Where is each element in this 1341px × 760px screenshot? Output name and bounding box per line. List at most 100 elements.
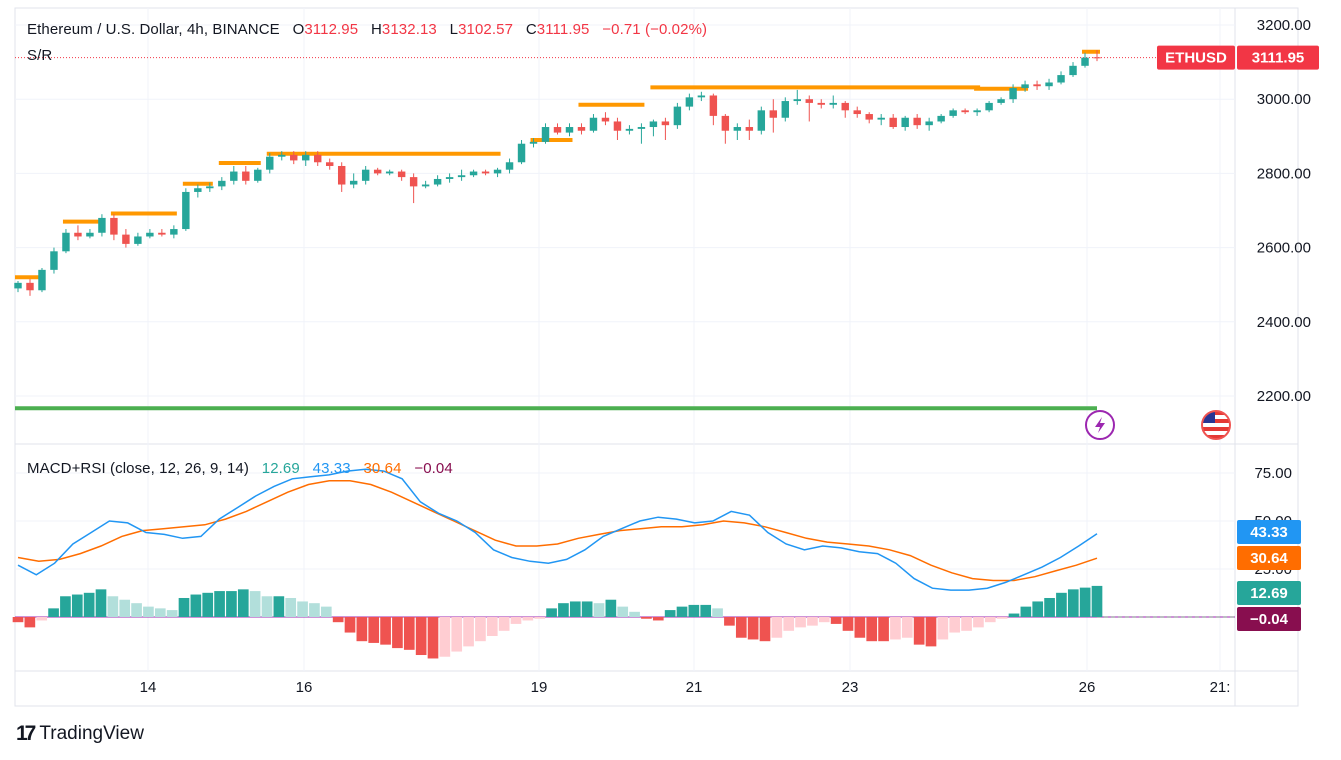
candle-body	[1045, 82, 1053, 87]
candle-body	[673, 106, 682, 126]
candle-body	[601, 117, 610, 122]
histogram-bar	[332, 617, 344, 623]
candle-body	[14, 282, 22, 289]
candle-body	[901, 117, 909, 128]
histogram-bar	[273, 596, 285, 617]
high-value: 3132.13	[381, 21, 437, 38]
candle-body	[290, 154, 298, 161]
candle-body	[853, 110, 861, 115]
candle-body	[349, 180, 358, 185]
candle-body	[481, 171, 490, 174]
histogram-bar	[973, 617, 984, 628]
histogram-bar	[60, 596, 71, 617]
candle-body	[397, 171, 406, 178]
histogram-bar	[712, 608, 723, 617]
indicator-tick-label: 75.00	[1254, 465, 1292, 482]
indicator-label[interactable]: S/R	[27, 47, 53, 64]
histogram-bar	[818, 617, 830, 623]
histogram-bar	[451, 617, 463, 652]
candle-body	[218, 180, 226, 187]
lightning-icon[interactable]	[1085, 410, 1115, 440]
candle-body	[769, 110, 778, 118]
histogram-bar	[202, 592, 214, 617]
support-resistance-levels	[15, 49, 1235, 411]
price-tick-label: 2600.00	[1257, 240, 1311, 257]
candle-body	[1093, 57, 1101, 59]
histogram-bar	[344, 617, 356, 633]
candle-body	[122, 234, 130, 244]
candle-body	[254, 169, 262, 181]
histogram-value: −0.04	[414, 460, 453, 477]
symbol-title[interactable]: Ethereum / U.S. Dollar, 4h, BINANCE	[27, 21, 280, 38]
macd-title[interactable]: MACD+RSI (close, 12, 26, 9, 14)	[27, 460, 249, 477]
histogram-bar	[1091, 585, 1103, 617]
us-flag-icon[interactable]	[1200, 409, 1232, 441]
candle-body	[541, 127, 550, 142]
candle-body	[973, 110, 981, 113]
candle-body	[949, 110, 957, 116]
histogram-bar	[558, 603, 569, 617]
histogram-bar	[605, 599, 617, 617]
rsi-line	[17, 468, 1098, 591]
close-value: 3111.95	[536, 21, 590, 38]
histogram-bar	[830, 617, 842, 624]
candle-body	[637, 127, 646, 129]
histogram-bar	[320, 606, 332, 617]
histogram-bar	[925, 617, 937, 647]
candle-body	[709, 95, 718, 116]
candle-body	[170, 229, 178, 235]
macd-tag	[1237, 581, 1301, 605]
close-label: C	[525, 21, 537, 38]
candle-body	[841, 102, 849, 111]
time-tick-label: 21	[686, 679, 703, 696]
price-axis[interactable]: 3200.00 3000.00 2800.00 2600.00 2400.00 2200.…	[1254, 17, 1311, 578]
candle-body	[529, 141, 538, 144]
histogram-bar	[415, 617, 427, 656]
histogram-bar	[747, 617, 759, 640]
candle-body	[733, 127, 742, 131]
candle-body	[1033, 84, 1041, 87]
candle-body	[314, 154, 322, 163]
macd-header: MACD+RSI (close, 12, 26, 9, 14) 12.69 43…	[27, 460, 453, 477]
histogram-bar	[510, 617, 522, 624]
candle-body	[146, 232, 154, 237]
candle-body	[805, 99, 813, 103]
candle-body	[889, 117, 897, 128]
symbol-tag-label: ETHUSD	[1165, 50, 1227, 67]
histogram-bar	[1032, 601, 1044, 617]
tradingview-brand[interactable]: 17 TradingView	[16, 722, 144, 746]
histogram-bar	[297, 601, 308, 617]
histogram-bar	[190, 594, 202, 617]
histogram-bar	[1044, 597, 1055, 617]
candle-body	[877, 117, 885, 120]
histogram-bar	[854, 617, 866, 638]
candle-body	[817, 102, 825, 105]
time-axis[interactable]: 14 16 19 21 23 26 21:	[140, 679, 1231, 696]
candle-body	[266, 156, 274, 170]
candle-body	[433, 178, 442, 185]
histogram-bar	[652, 617, 664, 621]
candle-body	[721, 115, 730, 131]
histogram-bar	[166, 610, 178, 617]
candle-body	[865, 114, 873, 120]
candle-body	[937, 115, 945, 122]
candle-body	[194, 188, 202, 192]
candle-body	[745, 127, 754, 131]
histogram-bar	[700, 604, 712, 617]
histogram-bar	[498, 617, 510, 631]
candle-body	[1081, 57, 1089, 66]
tradingview-logo-icon: 17	[16, 722, 36, 745]
histogram-bar	[36, 617, 48, 621]
symbol-tag	[1157, 45, 1235, 70]
histogram-bar	[463, 617, 474, 647]
histogram-bar	[12, 617, 24, 623]
candle-body	[86, 232, 94, 237]
candle-body	[613, 121, 622, 131]
histogram-bar	[380, 617, 391, 645]
candle-body	[985, 102, 993, 111]
candle-body	[385, 171, 394, 174]
price-tick-label: 3000.00	[1257, 91, 1311, 108]
time-tick-label: 23	[842, 679, 859, 696]
signal-tag	[1237, 546, 1301, 570]
